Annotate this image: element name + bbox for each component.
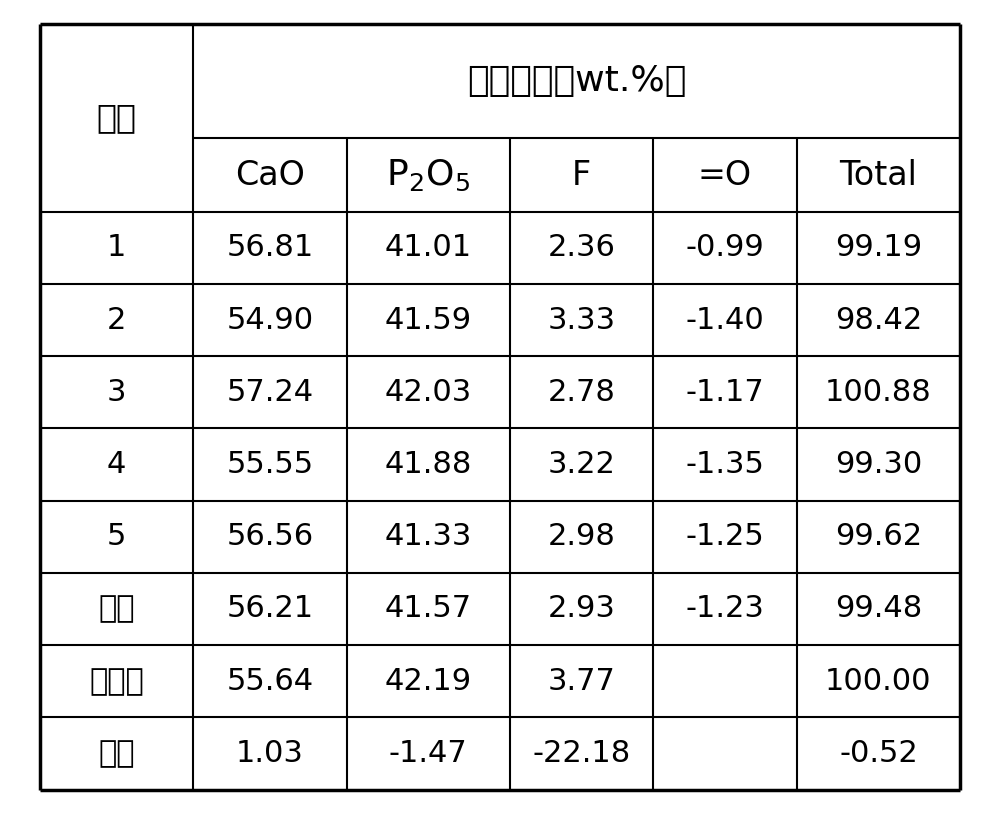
- Text: 99.48: 99.48: [835, 594, 922, 624]
- Text: 误差: 误差: [98, 739, 135, 768]
- Text: -1.25: -1.25: [686, 523, 764, 551]
- Text: -1.40: -1.40: [686, 305, 764, 335]
- Text: 56.81: 56.81: [226, 234, 314, 262]
- Text: =O: =O: [698, 159, 752, 191]
- Text: 2.78: 2.78: [548, 378, 616, 407]
- Text: 100.00: 100.00: [825, 667, 932, 696]
- Text: 99.19: 99.19: [835, 234, 922, 262]
- Text: 3: 3: [107, 378, 126, 407]
- Text: 41.59: 41.59: [385, 305, 472, 335]
- Text: 2.98: 2.98: [548, 523, 616, 551]
- Text: 4: 4: [107, 450, 126, 479]
- Text: 2.36: 2.36: [548, 234, 616, 262]
- Text: 1.03: 1.03: [236, 739, 304, 768]
- Text: 98.42: 98.42: [835, 305, 922, 335]
- Text: 41.88: 41.88: [385, 450, 472, 479]
- Text: 57.24: 57.24: [226, 378, 314, 407]
- Text: CaO: CaO: [235, 159, 305, 191]
- Text: 3.22: 3.22: [548, 450, 616, 479]
- Text: 测点: 测点: [97, 102, 137, 134]
- Text: -22.18: -22.18: [532, 739, 631, 768]
- Text: 41.33: 41.33: [385, 523, 472, 551]
- Text: -0.99: -0.99: [686, 234, 764, 262]
- Text: 3.33: 3.33: [548, 305, 616, 335]
- Text: 5: 5: [107, 523, 126, 551]
- Text: 1: 1: [107, 234, 126, 262]
- Text: -1.47: -1.47: [389, 739, 468, 768]
- Text: 41.01: 41.01: [385, 234, 472, 262]
- Text: -1.17: -1.17: [686, 378, 764, 407]
- Text: -1.35: -1.35: [686, 450, 764, 479]
- Text: F: F: [572, 159, 591, 191]
- Text: 2: 2: [107, 305, 126, 335]
- Text: 56.56: 56.56: [226, 523, 314, 551]
- Text: 42.19: 42.19: [385, 667, 472, 696]
- Text: 100.88: 100.88: [825, 378, 932, 407]
- Text: 54.90: 54.90: [226, 305, 314, 335]
- Text: Total: Total: [839, 159, 917, 191]
- Text: 2.93: 2.93: [548, 594, 616, 624]
- Text: -1.23: -1.23: [686, 594, 764, 624]
- Text: 42.03: 42.03: [385, 378, 472, 407]
- Text: 99.62: 99.62: [835, 523, 922, 551]
- Text: 55.64: 55.64: [226, 667, 314, 696]
- Text: 55.55: 55.55: [226, 450, 314, 479]
- Text: 元素含量（wt.%）: 元素含量（wt.%）: [467, 64, 686, 98]
- Text: 99.30: 99.30: [835, 450, 922, 479]
- Text: 3.77: 3.77: [548, 667, 616, 696]
- Text: 41.57: 41.57: [385, 594, 472, 624]
- Text: $\mathrm{P_2O_5}$: $\mathrm{P_2O_5}$: [386, 157, 470, 193]
- Text: 56.21: 56.21: [226, 594, 314, 624]
- Text: 均値: 均値: [98, 594, 135, 624]
- Text: -0.52: -0.52: [839, 739, 918, 768]
- Text: 标准値: 标准値: [89, 667, 144, 696]
